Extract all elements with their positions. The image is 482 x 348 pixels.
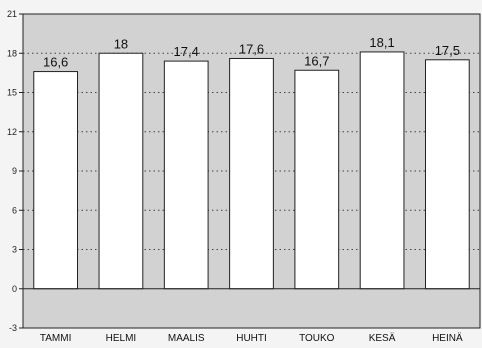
- data-label: 17,4: [174, 44, 199, 59]
- bar: [33, 71, 79, 290]
- data-label: 17,6: [239, 41, 264, 56]
- category-label: TOUKO: [299, 333, 335, 344]
- y-tick-label: 12: [7, 127, 17, 137]
- bar: [424, 59, 470, 290]
- bar: [229, 57, 274, 290]
- category-label: KESÄ: [369, 332, 396, 344]
- data-label: 18,1: [369, 35, 394, 50]
- category-label: HEINÄ: [432, 332, 463, 344]
- y-tick-label: 6: [12, 205, 17, 215]
- bar: [98, 52, 144, 290]
- category-label: HUHTI: [236, 333, 267, 344]
- bars: [33, 51, 470, 290]
- data-label: 16,6: [43, 55, 68, 70]
- category-label: HELMI: [106, 333, 137, 344]
- y-ticks: -3 0 3 6 9 12 15 18 21: [7, 9, 23, 333]
- bar: [359, 51, 405, 290]
- data-label: 17,5: [435, 43, 460, 58]
- y-tick-label: 21: [7, 9, 17, 19]
- data-labels: 16,6 18 17,4 17,6 16,7 18,1 17,5: [43, 35, 460, 70]
- y-tick-label: 9: [12, 166, 17, 176]
- y-tick-label: 0: [12, 284, 17, 294]
- category-label: MAALIS: [168, 333, 205, 344]
- category-label: TAMMI: [40, 333, 71, 344]
- bar: [163, 60, 209, 290]
- data-label: 16,7: [304, 53, 329, 68]
- y-tick-label: -3: [9, 323, 17, 333]
- y-tick-label: 18: [7, 48, 17, 58]
- bar: [294, 69, 340, 290]
- data-label: 18: [114, 36, 128, 51]
- plot-frame: [22, 13, 481, 329]
- category-labels: TAMMI HELMI MAALIS HUHTI TOUKO KESÄ HEINÄ: [40, 332, 463, 344]
- y-tick-label: 3: [12, 245, 17, 255]
- y-tick-label: 15: [7, 88, 17, 98]
